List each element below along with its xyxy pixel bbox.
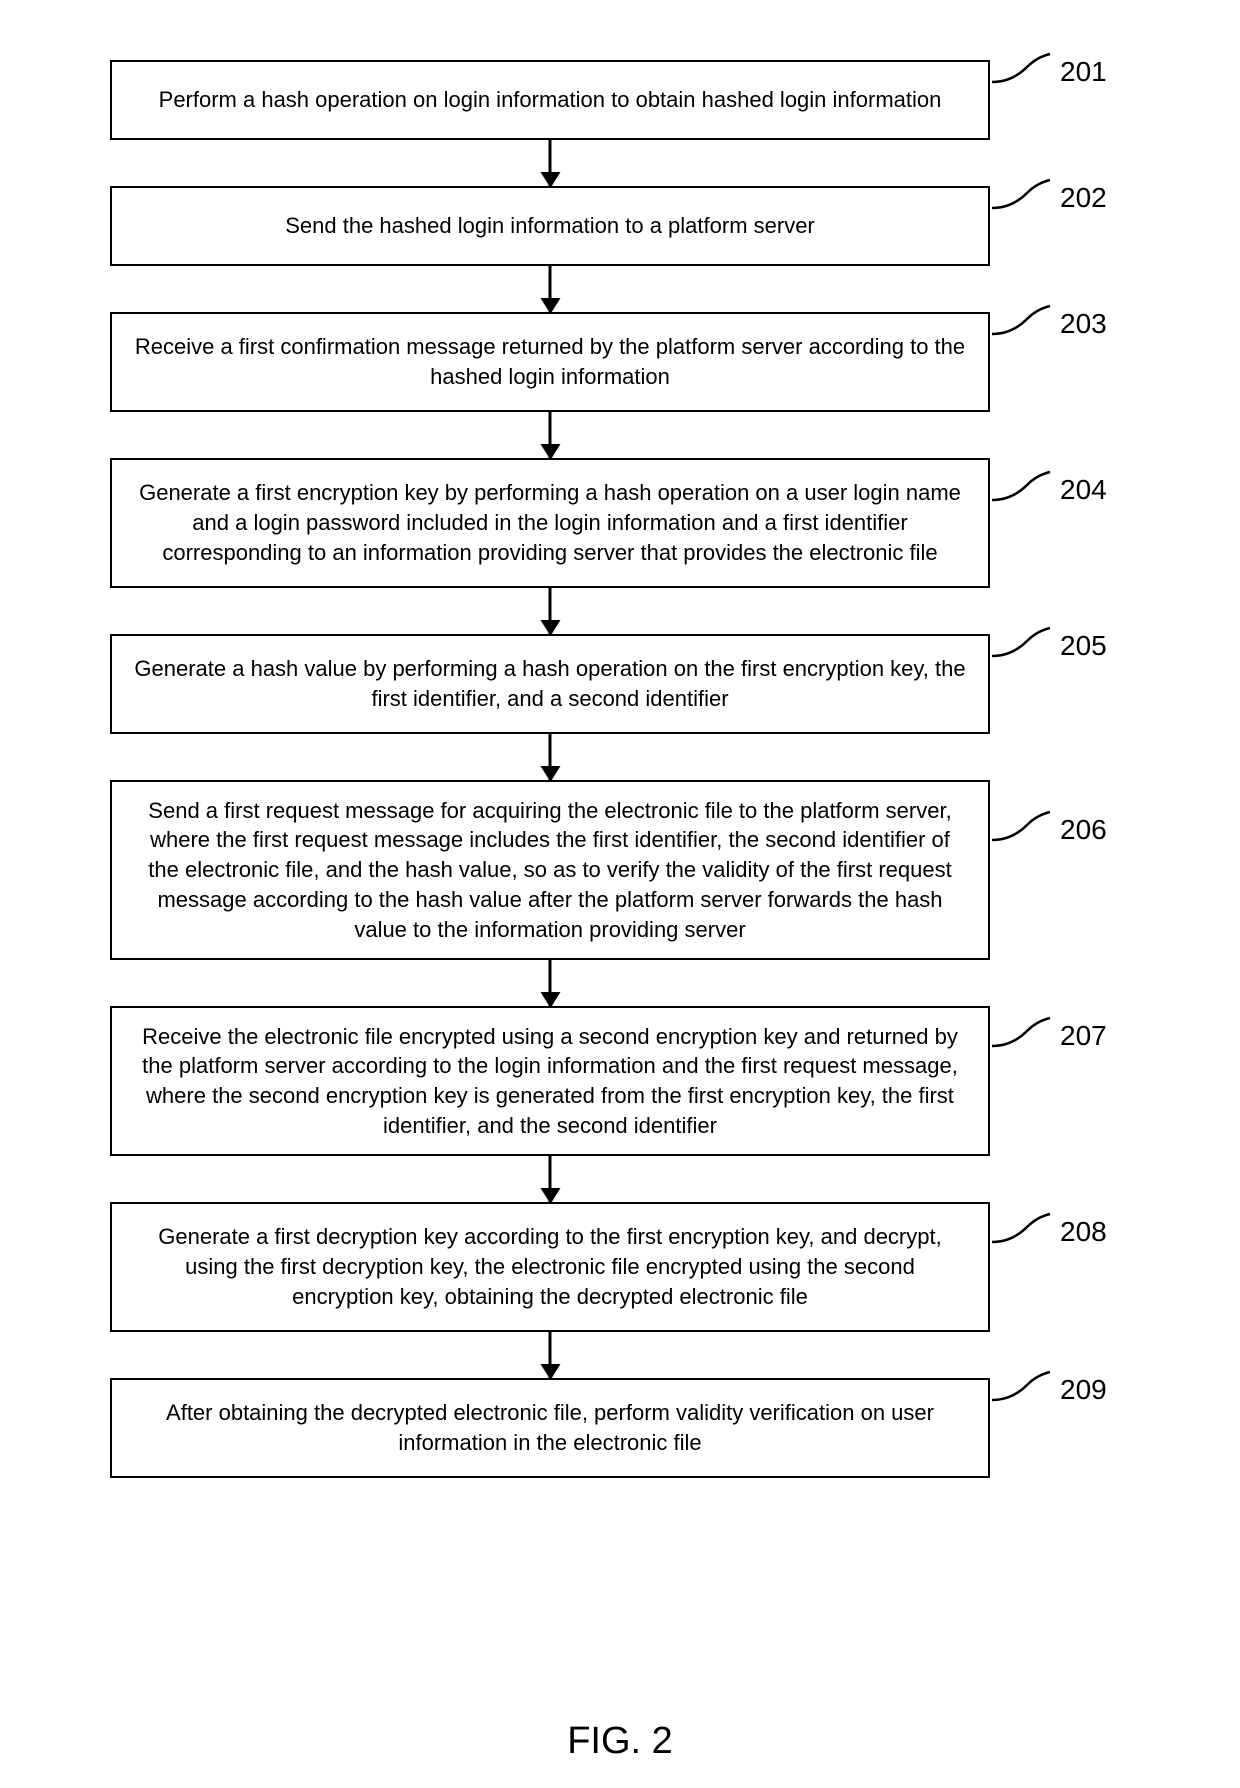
flow-arrow bbox=[549, 1332, 552, 1378]
ref-curve-209 bbox=[992, 1370, 1052, 1410]
ref-label-201: 201 bbox=[1060, 56, 1107, 88]
step-text: Send a first request message for acquiri… bbox=[132, 796, 968, 944]
step-text: Perform a hash operation on login inform… bbox=[159, 85, 942, 115]
flowchart-step-209: After obtaining the decrypted electronic… bbox=[110, 1378, 990, 1478]
flowchart-step-207: Receive the electronic file encrypted us… bbox=[110, 1006, 990, 1156]
step-text: Generate a hash value by performing a ha… bbox=[132, 654, 968, 713]
flowchart-step-205: Generate a hash value by performing a ha… bbox=[110, 634, 990, 734]
ref-label-204: 204 bbox=[1060, 474, 1107, 506]
step-text: After obtaining the decrypted electronic… bbox=[132, 1398, 968, 1457]
flow-arrow bbox=[549, 266, 552, 312]
ref-curve-202 bbox=[992, 178, 1052, 218]
flowchart-step-204: Generate a first encryption key by perfo… bbox=[110, 458, 990, 588]
ref-label-206: 206 bbox=[1060, 814, 1107, 846]
ref-label-208: 208 bbox=[1060, 1216, 1107, 1248]
ref-curve-207 bbox=[992, 1016, 1052, 1056]
ref-label-202: 202 bbox=[1060, 182, 1107, 214]
ref-curve-204 bbox=[992, 470, 1052, 510]
flowchart-step-208: Generate a first decryption key accordin… bbox=[110, 1202, 990, 1332]
ref-curve-203 bbox=[992, 304, 1052, 344]
step-text: Generate a first decryption key accordin… bbox=[132, 1222, 968, 1311]
ref-curve-206 bbox=[992, 810, 1052, 850]
flowchart-step-201: Perform a hash operation on login inform… bbox=[110, 60, 990, 140]
flowchart-step-202: Send the hashed login information to a p… bbox=[110, 186, 990, 266]
flowchart-step-203: Receive a first confirmation message ret… bbox=[110, 312, 990, 412]
step-text: Generate a first encryption key by perfo… bbox=[132, 478, 968, 567]
flow-arrow bbox=[549, 412, 552, 458]
figure-caption: FIG. 2 bbox=[567, 1720, 673, 1763]
ref-label-203: 203 bbox=[1060, 308, 1107, 340]
ref-label-207: 207 bbox=[1060, 1020, 1107, 1052]
ref-label-205: 205 bbox=[1060, 630, 1107, 662]
flow-arrow bbox=[549, 960, 552, 1006]
step-text: Receive a first confirmation message ret… bbox=[132, 332, 968, 391]
flowchart-step-206: Send a first request message for acquiri… bbox=[110, 780, 990, 960]
ref-label-209: 209 bbox=[1060, 1374, 1107, 1406]
step-text: Send the hashed login information to a p… bbox=[285, 211, 815, 241]
ref-curve-208 bbox=[992, 1212, 1052, 1252]
flow-arrow bbox=[549, 1156, 552, 1202]
step-text: Receive the electronic file encrypted us… bbox=[132, 1022, 968, 1141]
ref-curve-205 bbox=[992, 626, 1052, 666]
flow-arrow bbox=[549, 734, 552, 780]
flow-arrow bbox=[549, 140, 552, 186]
flowchart-container: Perform a hash operation on login inform… bbox=[0, 0, 1240, 1788]
ref-curve-201 bbox=[992, 52, 1052, 92]
flow-arrow bbox=[549, 588, 552, 634]
